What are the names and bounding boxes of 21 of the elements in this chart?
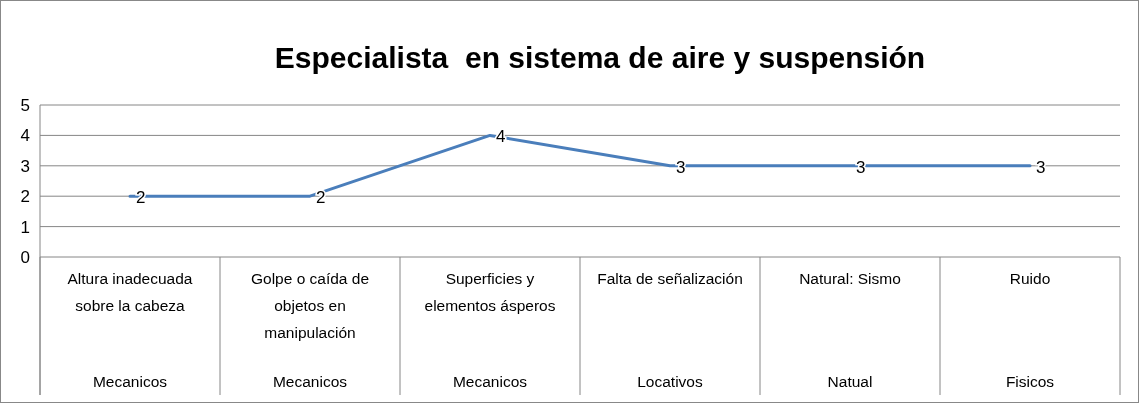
x-tick-label: Golpe o caída de objetos en manipulación <box>250 270 370 341</box>
data-label: 2 <box>316 188 326 208</box>
text: Locativos <box>637 373 703 390</box>
text: Natual <box>827 373 873 390</box>
y-tick-label: 3 <box>20 156 30 176</box>
x-tick-label: Ruido <box>1009 270 1051 287</box>
text: Mecanicos <box>452 373 528 390</box>
y-tick-label: 0 <box>20 248 30 267</box>
data-label: 3 <box>1036 157 1046 177</box>
x-tick-label: Superficies y elementos ásperos <box>424 270 556 314</box>
y-tick-label: 2 <box>20 187 30 207</box>
x-tick-label: Natural: Sismo <box>799 270 901 287</box>
y-tick-label: 4 <box>20 126 30 146</box>
y-tick-label: 5 <box>20 96 30 115</box>
chart-title: Especialista en sistema de aire y suspensión <box>274 41 926 74</box>
text: Fisicos <box>1005 373 1055 390</box>
x-tick-label: Altura inadecuada sobre la cabeza <box>67 270 193 314</box>
text: Mecanicos <box>92 373 168 390</box>
y-tick-label: 1 <box>20 217 30 237</box>
text: Mecanicos <box>272 373 348 390</box>
x-tick-label: Falta de señalización <box>597 270 743 287</box>
